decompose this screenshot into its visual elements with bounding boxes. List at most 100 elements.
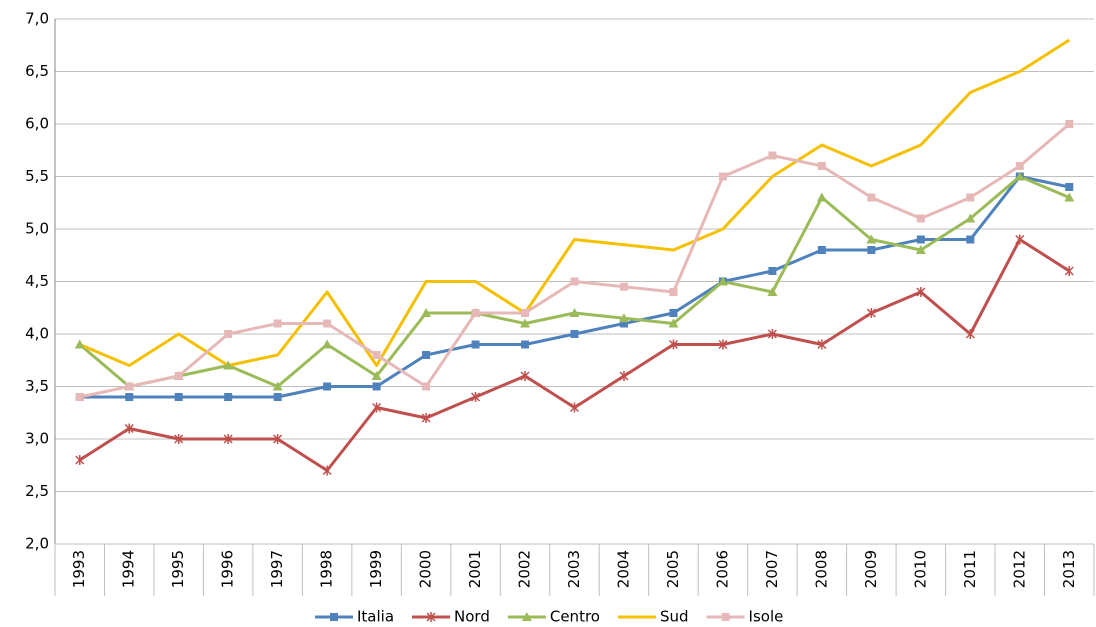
legend-label: Isole [749, 608, 784, 626]
marker [619, 319, 628, 328]
marker [371, 371, 382, 380]
marker [1064, 266, 1074, 276]
series-line [79, 38, 1071, 367]
y-tick-label: 5,5 [25, 167, 49, 185]
y-tick-label: 3,5 [25, 377, 49, 395]
x-tick-label: 2003 [565, 550, 583, 588]
x-tick-label: 2012 [1010, 550, 1028, 588]
marker [915, 245, 926, 254]
marker [273, 434, 283, 444]
marker [421, 413, 431, 423]
marker [1015, 234, 1025, 245]
marker [520, 371, 530, 381]
marker [1015, 162, 1024, 170]
x-tick-label: 2000 [417, 550, 435, 588]
x-tick-label: 1994 [120, 550, 138, 588]
marker [965, 213, 976, 223]
marker [471, 309, 480, 317]
marker [1065, 183, 1074, 191]
legend-label: Nord [454, 608, 490, 626]
marker [718, 339, 728, 350]
x-tick-label: 1998 [318, 550, 336, 588]
marker [569, 402, 580, 413]
marker [223, 360, 234, 370]
y-tick-label: 5,0 [25, 220, 49, 238]
marker [372, 382, 381, 391]
marker [174, 393, 183, 401]
x-tick-label: 2010 [911, 550, 929, 588]
marker [426, 612, 436, 622]
marker [866, 308, 876, 318]
marker [75, 393, 84, 401]
marker [1064, 192, 1075, 202]
marker [372, 351, 381, 359]
marker [422, 382, 431, 391]
marker [569, 308, 580, 317]
x-tick-label: 2001 [466, 550, 484, 588]
marker [1065, 120, 1074, 128]
marker [322, 465, 332, 476]
marker [570, 330, 579, 338]
x-tick-label: 2011 [961, 550, 979, 588]
marker [619, 371, 629, 381]
marker [224, 393, 233, 401]
marker [124, 423, 134, 434]
marker [125, 393, 134, 401]
marker [767, 329, 777, 339]
x-tick-label: 1993 [70, 550, 88, 588]
marker [767, 287, 778, 296]
marker [471, 392, 481, 402]
marker [916, 214, 925, 223]
marker [272, 381, 283, 391]
x-tick-label: 2006 [713, 550, 731, 588]
marker [125, 382, 134, 391]
marker [521, 340, 530, 349]
marker [817, 339, 827, 350]
marker [817, 162, 826, 170]
marker [668, 339, 678, 350]
marker [223, 434, 233, 444]
x-tick-label: 2013 [1060, 550, 1078, 588]
marker [965, 329, 975, 339]
y-tick-label: 6,5 [25, 62, 49, 80]
x-tick-label: 1997 [268, 550, 286, 588]
marker [75, 455, 85, 465]
marker [570, 277, 579, 286]
marker [520, 318, 531, 328]
y-tick-label: 2,5 [25, 482, 49, 500]
marker [669, 309, 678, 317]
marker [966, 193, 975, 202]
marker [867, 193, 876, 202]
marker [471, 340, 480, 349]
x-tick-label: 1999 [367, 550, 385, 588]
legend-label: Italia [357, 608, 394, 626]
marker [273, 319, 282, 328]
marker [816, 192, 827, 202]
marker [174, 434, 184, 444]
y-tick-label: 2,0 [25, 535, 49, 553]
marker [422, 351, 431, 359]
marker [717, 276, 728, 286]
marker [421, 308, 432, 317]
marker [619, 282, 628, 291]
x-tick-label: 2004 [614, 550, 632, 588]
marker [323, 382, 332, 391]
marker [916, 287, 926, 297]
marker [721, 613, 730, 621]
marker [768, 151, 777, 160]
marker [669, 288, 678, 296]
marker [174, 372, 183, 380]
marker [668, 318, 679, 328]
marker [224, 330, 233, 338]
x-tick-label: 2007 [763, 550, 781, 588]
legend-label: Sud [660, 608, 689, 626]
y-tick-label: 4,0 [25, 325, 49, 343]
marker [817, 246, 826, 254]
y-tick-label: 4,5 [25, 272, 49, 290]
y-tick-label: 6,0 [25, 115, 49, 133]
legend-label: Centro [550, 608, 600, 626]
marker [323, 319, 332, 328]
x-tick-label: 2008 [812, 550, 830, 588]
marker [330, 613, 338, 621]
series-line [79, 122, 1071, 399]
